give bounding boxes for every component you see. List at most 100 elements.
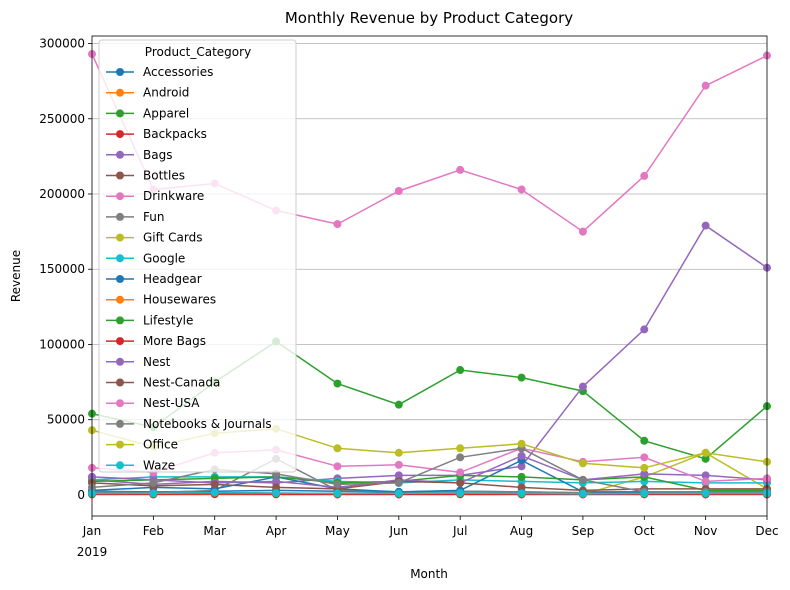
data-point [640,469,649,478]
data-point [456,468,465,477]
legend-item: Apparel [106,106,189,120]
x-tick-label: Jun [388,524,408,538]
series-line [91,480,767,492]
legend-item: Office [106,438,178,452]
data-point [394,400,403,409]
legend-marker [116,130,124,139]
x-tick-label: Sep [572,524,595,538]
x-axis-ticks: Jan Feb Mar Apr May Jun Jul Aug Sep Oct Nov Dec [82,516,779,538]
data-point [394,460,403,469]
legend-marker [116,316,124,325]
data-point [640,436,649,445]
legend-marker [116,357,124,366]
y-tick-label: 200000 [39,187,85,201]
data-point [394,489,403,498]
x-tick-label: Feb [143,524,164,538]
data-point [517,489,526,498]
legend-box [98,39,297,473]
legend-marker [116,192,124,201]
data-point [701,81,710,90]
data-point [333,379,342,388]
legend-label: Apparel [143,106,189,120]
legend-item: Bags [106,148,172,162]
legend-label: Gift Cards [143,231,203,245]
legend-item: Nest-Canada [106,376,220,390]
data-point [210,488,219,497]
legend-marker [116,68,124,76]
x-tick-label: Mar [203,524,226,538]
data-point [333,220,342,229]
x-year-label: 2019 [77,545,108,559]
legend-item: Waze [106,458,175,472]
data-point [333,462,342,471]
legend-label: Office [143,438,178,452]
legend-item: Google [106,251,185,265]
y-tick-label: 0 [77,488,85,502]
legend-label: Bags [143,148,172,162]
legend-marker [116,399,124,408]
data-point [701,454,710,463]
legend-marker [116,440,124,449]
data-point [517,462,526,471]
data-point [456,444,465,453]
legend-marker [116,419,124,428]
x-tick-label: Apr [266,524,287,538]
plot-frame [91,35,768,517]
data-point [701,489,710,498]
legend-marker [116,378,124,387]
data-point [517,439,526,448]
legend-label: Nest [143,355,171,369]
data-point [394,186,403,195]
series-lines [88,50,771,499]
legend-marker [116,150,124,159]
legend-marker [116,171,124,180]
legend-label: Bottles [143,169,185,183]
x-tick-label: Nov [694,524,717,538]
legend-item: Nest-USA [106,396,200,410]
legend-item: Accessories [106,65,213,79]
data-point [456,366,465,375]
legend-item: Gift Cards [106,231,203,245]
legend-marker [116,275,124,283]
data-point [517,185,526,194]
legend-marker [116,109,124,118]
legend-label: Fun [143,210,164,224]
data-point [640,463,649,472]
data-point [517,373,526,382]
x-tick-label: Dec [755,524,778,538]
legend-label: Backpacks [143,127,207,141]
legend-label: Drinkware [143,189,204,203]
data-point [701,477,710,486]
series-nest-canada [88,477,771,495]
data-point [517,483,526,492]
legend-marker [116,295,124,304]
x-axis-label: Month [410,567,448,581]
data-point [640,171,649,180]
data-point [272,489,281,498]
data-point [272,483,281,492]
y-tick-label: 250000 [39,112,85,126]
y-tick-label: 300000 [39,37,85,51]
x-tick-label: May [325,524,350,538]
legend-item: More Bags [106,334,206,348]
data-point [701,221,710,230]
legend-label: Waze [143,458,175,472]
x-tick-label: Aug [510,524,533,538]
data-point [578,227,587,236]
legend-marker [116,337,124,346]
legend: Product_Category Accessories Android Appar… [98,39,297,473]
legend-item: Headgear [106,272,202,286]
y-tick-label: 150000 [39,262,85,276]
data-point [333,444,342,453]
legend-marker [116,233,124,242]
data-point [578,459,587,468]
data-point [701,471,710,480]
data-point [333,480,342,489]
series-line [92,491,767,495]
data-point [578,382,587,391]
legend-item: Notebooks & Journals [106,417,272,431]
x-tick-label: Oct [634,524,655,538]
y-tick-label: 50000 [47,413,85,427]
legend-item: Android [106,86,189,100]
